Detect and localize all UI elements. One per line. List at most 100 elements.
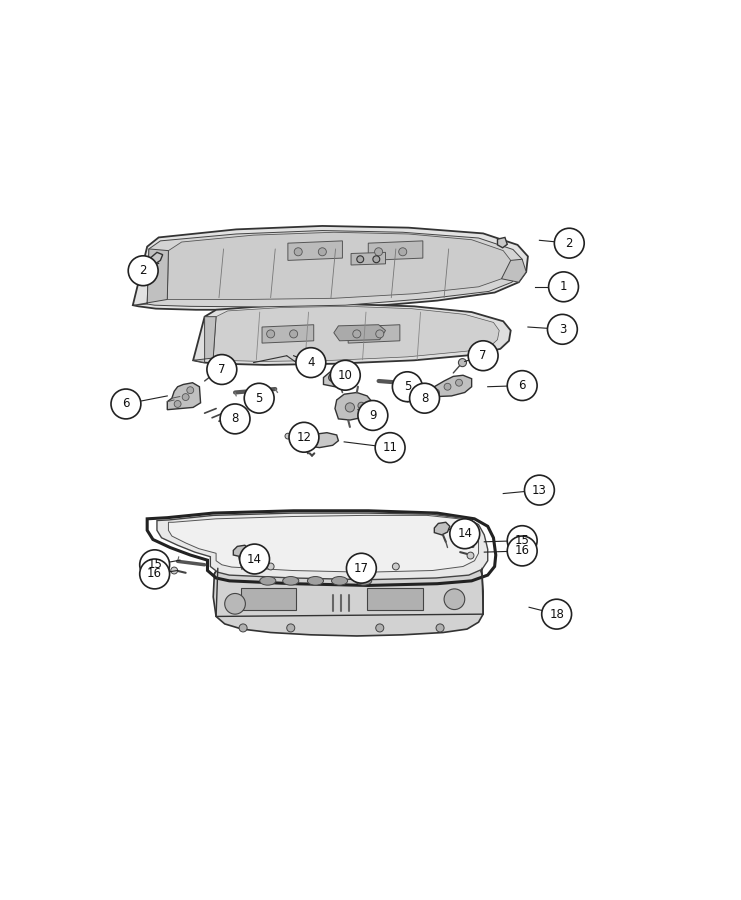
Text: 4: 4	[307, 356, 315, 369]
Text: 14: 14	[247, 553, 262, 565]
Circle shape	[376, 624, 384, 632]
Circle shape	[450, 518, 479, 549]
Circle shape	[128, 256, 158, 285]
Text: 5: 5	[404, 380, 411, 393]
Circle shape	[393, 372, 422, 401]
Circle shape	[330, 360, 360, 391]
Polygon shape	[193, 304, 511, 365]
Text: 12: 12	[296, 431, 311, 444]
Text: 15: 15	[515, 534, 530, 547]
Circle shape	[468, 341, 498, 371]
Circle shape	[207, 355, 237, 384]
Circle shape	[399, 248, 407, 256]
Polygon shape	[333, 325, 385, 341]
Circle shape	[111, 389, 141, 419]
Text: 5: 5	[256, 392, 263, 405]
Circle shape	[345, 403, 354, 412]
Circle shape	[140, 550, 170, 580]
Circle shape	[410, 383, 439, 413]
Circle shape	[433, 389, 439, 396]
Circle shape	[375, 433, 405, 463]
Circle shape	[525, 475, 554, 505]
Circle shape	[290, 330, 298, 338]
Circle shape	[220, 404, 250, 434]
Circle shape	[174, 400, 181, 408]
Polygon shape	[147, 252, 163, 267]
Ellipse shape	[356, 577, 372, 585]
Polygon shape	[213, 306, 499, 362]
Polygon shape	[214, 557, 482, 583]
Circle shape	[444, 383, 451, 391]
Text: 7: 7	[479, 349, 487, 362]
Polygon shape	[434, 522, 450, 535]
Polygon shape	[193, 317, 216, 363]
Circle shape	[376, 330, 384, 338]
Text: 18: 18	[549, 608, 564, 621]
Text: 2: 2	[565, 237, 573, 249]
Circle shape	[548, 272, 579, 302]
Polygon shape	[167, 232, 511, 300]
Circle shape	[548, 314, 577, 344]
Circle shape	[239, 624, 247, 632]
Ellipse shape	[260, 577, 276, 585]
Circle shape	[347, 554, 376, 583]
Polygon shape	[368, 241, 423, 260]
Text: 14: 14	[457, 527, 472, 540]
Text: 13: 13	[532, 483, 547, 497]
Polygon shape	[348, 325, 400, 343]
Circle shape	[294, 248, 302, 256]
Circle shape	[289, 422, 319, 452]
Text: 3: 3	[559, 323, 566, 336]
Circle shape	[140, 559, 170, 589]
Polygon shape	[213, 557, 483, 636]
Circle shape	[508, 536, 537, 566]
Polygon shape	[168, 516, 479, 572]
Text: 1: 1	[559, 280, 568, 293]
Polygon shape	[167, 382, 201, 410]
Circle shape	[287, 624, 295, 632]
Polygon shape	[502, 259, 526, 283]
Polygon shape	[304, 433, 339, 447]
Circle shape	[353, 330, 361, 338]
Circle shape	[170, 567, 178, 574]
Circle shape	[319, 248, 326, 256]
Text: 8: 8	[231, 412, 239, 426]
Circle shape	[358, 402, 365, 410]
Circle shape	[239, 544, 270, 574]
Polygon shape	[351, 252, 385, 265]
Circle shape	[182, 393, 189, 400]
Polygon shape	[233, 545, 249, 557]
Text: 16: 16	[515, 544, 530, 557]
Circle shape	[296, 347, 326, 377]
Text: 9: 9	[369, 409, 376, 422]
Circle shape	[436, 624, 444, 632]
Circle shape	[459, 358, 467, 366]
Text: 6: 6	[519, 379, 526, 392]
Circle shape	[375, 248, 382, 256]
Circle shape	[267, 330, 275, 338]
Polygon shape	[157, 513, 488, 580]
Circle shape	[358, 400, 388, 430]
Polygon shape	[288, 241, 342, 260]
Text: 2: 2	[139, 265, 147, 277]
Text: 10: 10	[338, 369, 353, 382]
Ellipse shape	[331, 577, 348, 585]
Polygon shape	[367, 588, 423, 609]
Text: 11: 11	[382, 441, 398, 454]
Circle shape	[245, 383, 274, 413]
Polygon shape	[335, 392, 373, 420]
Circle shape	[542, 599, 571, 629]
Polygon shape	[134, 249, 168, 305]
Text: 7: 7	[218, 363, 225, 376]
Circle shape	[554, 229, 584, 258]
Circle shape	[444, 589, 465, 609]
Text: 8: 8	[421, 392, 428, 405]
Polygon shape	[324, 368, 358, 387]
Circle shape	[225, 593, 245, 614]
Circle shape	[209, 370, 217, 378]
Circle shape	[329, 374, 336, 382]
Circle shape	[467, 552, 474, 559]
Polygon shape	[497, 238, 508, 248]
Text: 15: 15	[147, 558, 162, 572]
Polygon shape	[425, 375, 471, 397]
